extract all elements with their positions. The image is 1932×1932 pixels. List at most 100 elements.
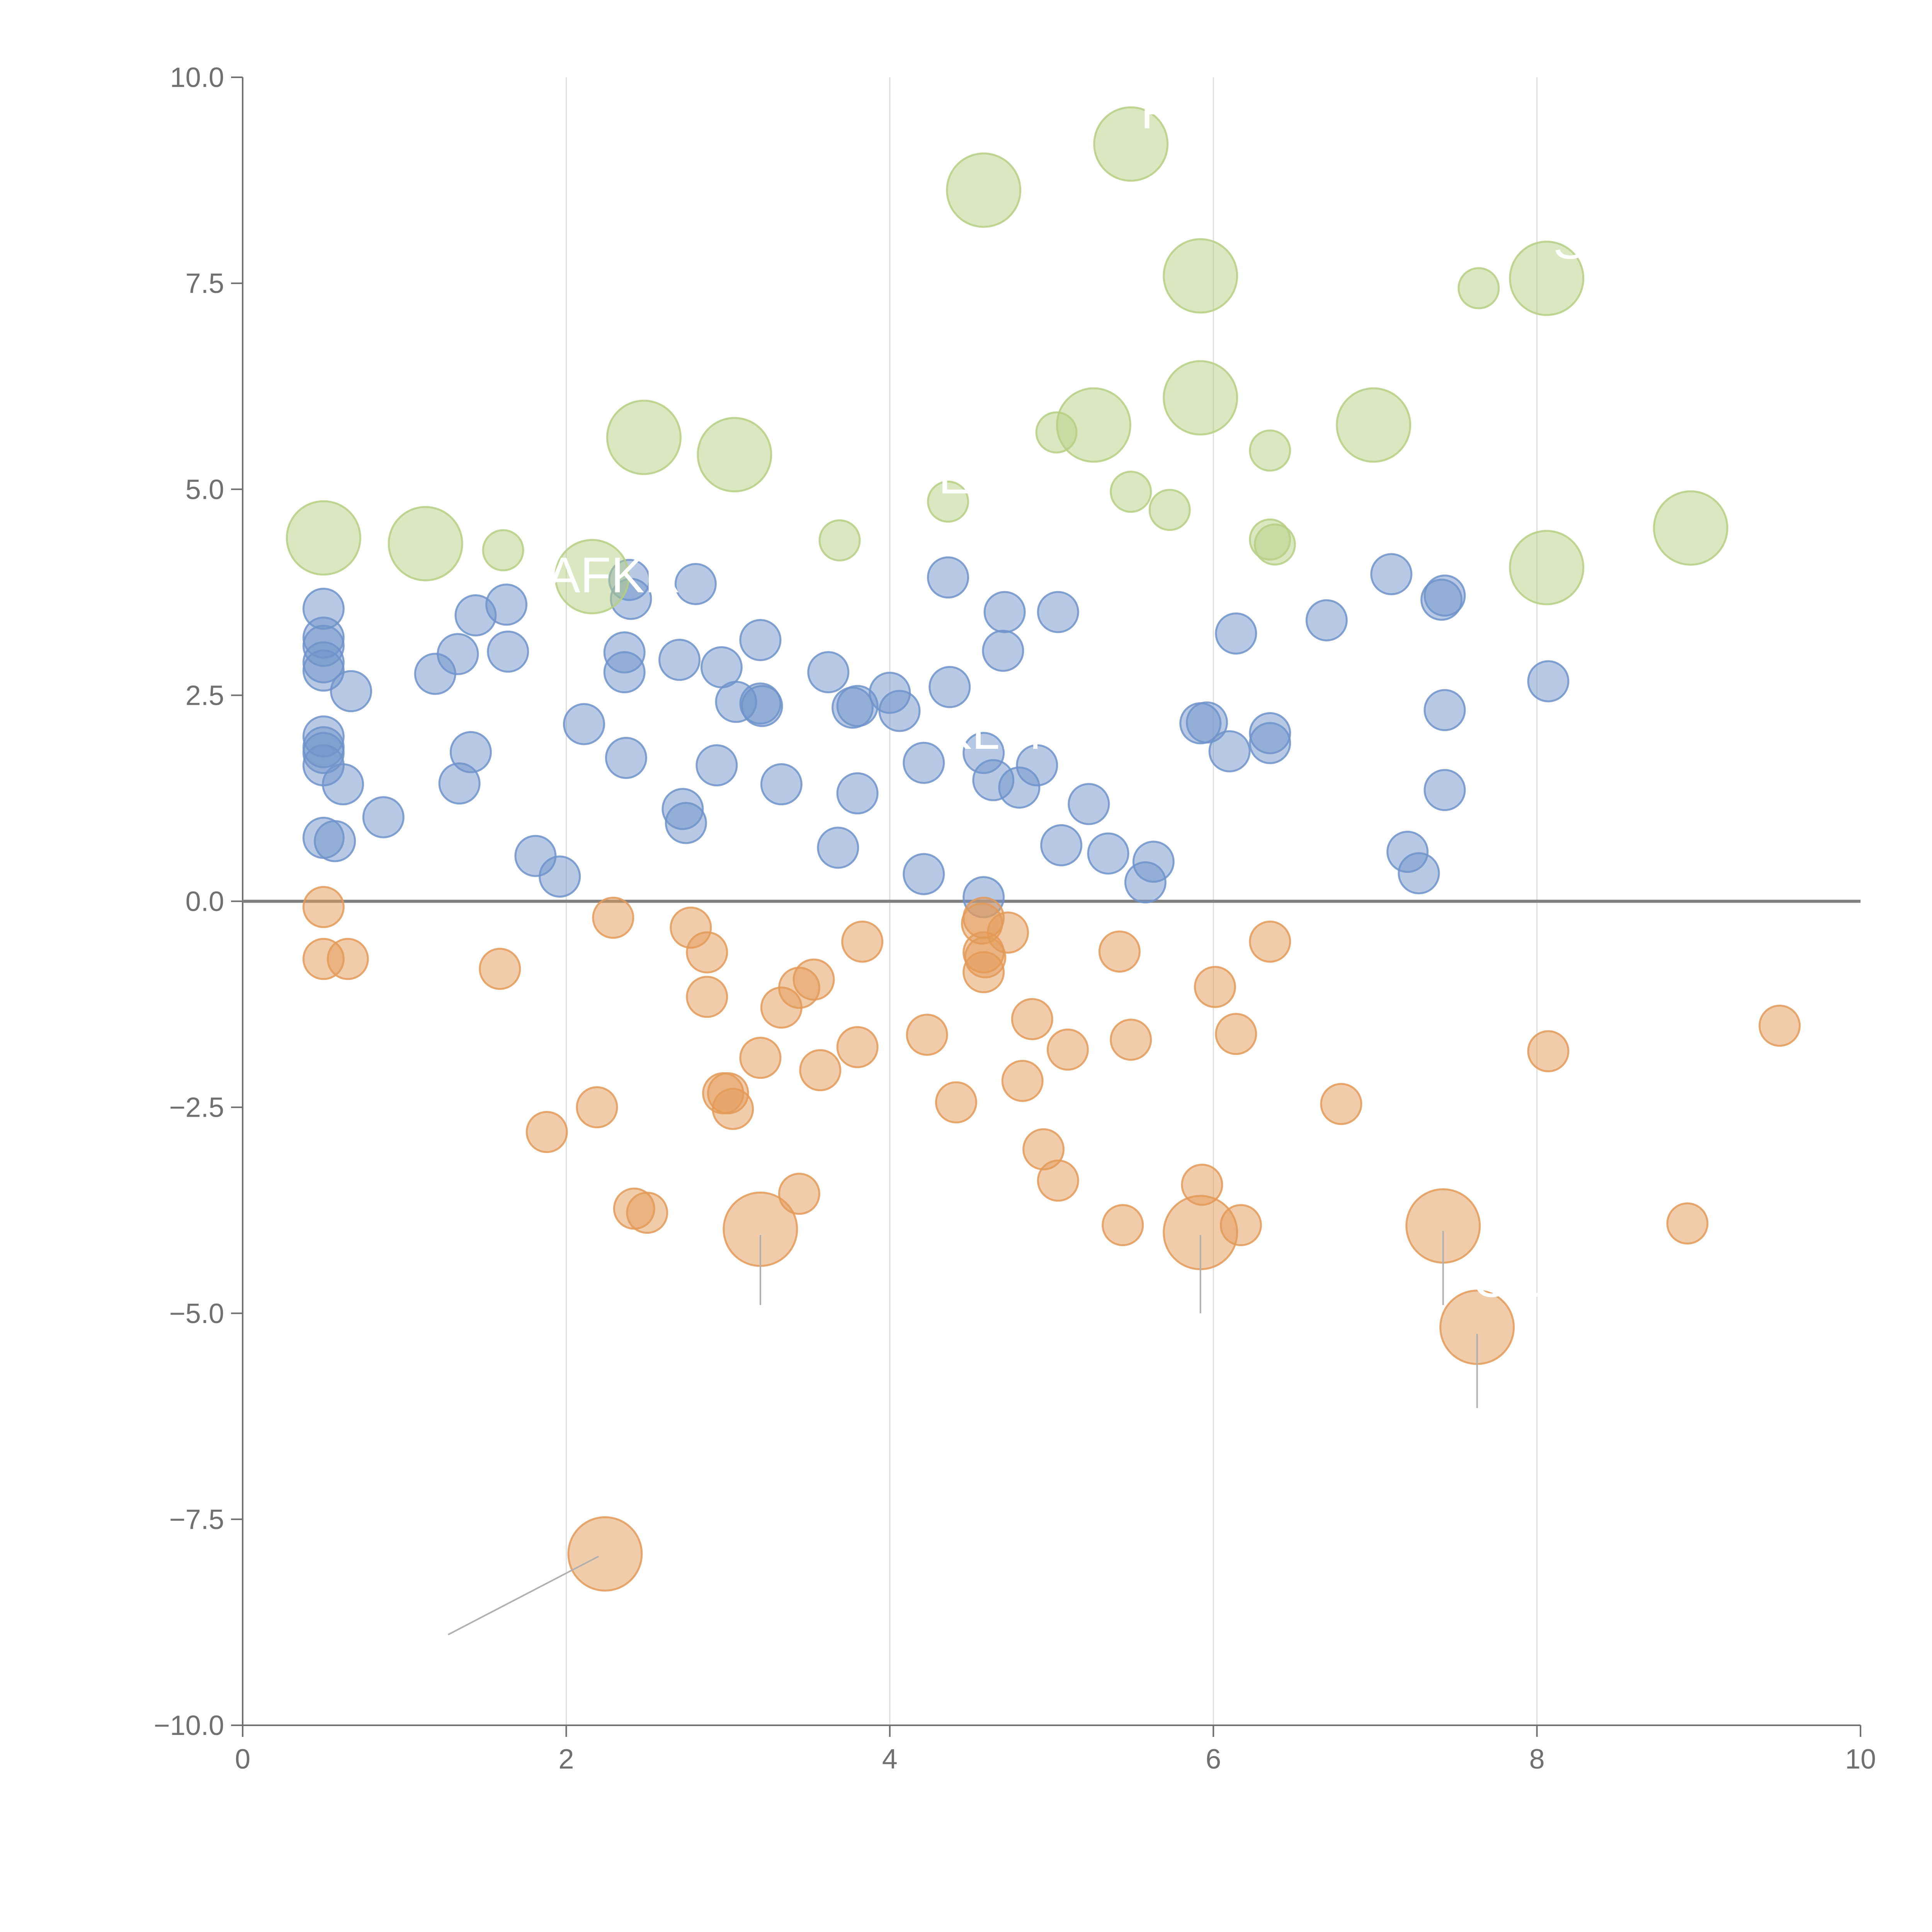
- blue-bubble: [927, 556, 969, 599]
- blue-bubble: [807, 651, 850, 694]
- orange-bubble: [302, 886, 345, 928]
- blue-bubble: [1208, 730, 1251, 772]
- blue-bubble: [741, 685, 783, 727]
- orange-bubble: [712, 1088, 754, 1130]
- blue-bubble: [437, 633, 479, 675]
- orange-bubble: [1320, 1083, 1362, 1125]
- blue-bubble: [1423, 574, 1466, 617]
- green-bubble: [697, 417, 772, 493]
- y-tick-label: 5.0: [185, 474, 224, 505]
- x-tick-label: 0: [235, 1744, 250, 1775]
- y-tick-label: −2.5: [169, 1092, 224, 1123]
- green-bubble: [1509, 240, 1585, 316]
- blue-bubble: [1132, 840, 1175, 883]
- orange-bubble: [1110, 1019, 1152, 1061]
- blue-bubble: [485, 583, 527, 626]
- axes: 10.0 7.5 5.0 2.5 0.0 −2.5 −5.0 −7.5 −10.0 0 2 4 6 8 10: [154, 62, 1876, 1775]
- blue-bubble: [1423, 689, 1466, 731]
- blue-bubble: [1185, 701, 1228, 744]
- blue-bubble: [1087, 832, 1129, 875]
- green-bubble: [946, 152, 1022, 228]
- x-tick-label: 6: [1206, 1744, 1221, 1775]
- y-tick-label: 0.0: [185, 886, 224, 917]
- blue-bubble: [330, 670, 372, 713]
- bubble-label-text: SH: [1553, 213, 1623, 269]
- orange-bubble: [686, 931, 728, 974]
- x-tick-label: 2: [558, 1744, 574, 1775]
- orange-bubble: [1249, 920, 1291, 963]
- blue-bubble: [674, 563, 717, 605]
- orange-bubble: [567, 1516, 643, 1592]
- y-tick-label: 2.5: [185, 680, 224, 711]
- blue-bubble: [903, 742, 945, 784]
- orange-bubble: [526, 1111, 568, 1153]
- green-bubble: [554, 539, 630, 614]
- blue-bubble: [1016, 744, 1058, 787]
- green-bubble: [1056, 387, 1131, 463]
- blue-bubble: [314, 820, 356, 862]
- blue-bubble: [903, 853, 945, 895]
- blue-bubble: [1398, 852, 1440, 895]
- bubbles: [286, 106, 1801, 1592]
- blue-bubble: [487, 630, 529, 673]
- orange-bubble: [739, 1037, 782, 1079]
- green-bubble: [388, 506, 463, 582]
- orange-bubble: [479, 947, 521, 990]
- blue-bubble: [739, 619, 782, 661]
- blue-bubble: [983, 591, 1026, 633]
- orange-bubble: [778, 1173, 820, 1215]
- blue-bubble: [1068, 783, 1110, 825]
- blue-bubble: [982, 629, 1024, 672]
- y-tick-label: −7.5: [169, 1504, 224, 1535]
- blue-bubble: [665, 802, 707, 844]
- blue-bubble: [1040, 824, 1083, 866]
- blue-bubble: [563, 703, 605, 745]
- blue-bubble: [696, 744, 738, 787]
- blue-bubble: [1370, 553, 1413, 595]
- orange-bubble: [906, 1014, 948, 1056]
- orange-bubble: [1759, 1005, 1801, 1047]
- leader-lines: [447, 1231, 1478, 1636]
- blue-bubble: [658, 639, 701, 681]
- green-bubble: [1336, 387, 1412, 463]
- blue-bubble: [322, 763, 364, 806]
- green-bubble: [1093, 106, 1169, 182]
- blue-bubble: [1215, 612, 1257, 655]
- orange-bubble: [793, 958, 835, 1001]
- x-tick-label: 8: [1529, 1744, 1545, 1775]
- green-bubble: [1253, 523, 1296, 566]
- orange-bubble: [1527, 1030, 1570, 1073]
- bubble-label-text: FU: [1141, 83, 1208, 139]
- blue-bubble: [1527, 660, 1570, 702]
- orange-bubble: [986, 912, 1029, 954]
- blue-bubble: [760, 763, 803, 806]
- blue-bubble: [605, 736, 647, 779]
- bubble-label-text: ELM: [938, 448, 1041, 504]
- green-bubble: [927, 480, 969, 523]
- bubble-label-text: KLM: [938, 703, 1041, 760]
- orange-bubble: [686, 976, 728, 1018]
- orange-bubble: [592, 896, 634, 939]
- blue-bubble: [817, 827, 859, 869]
- bubble-labels: AFKR FU SH ELM KLM OL: [547, 83, 1623, 1308]
- blue-bubble: [438, 762, 481, 805]
- orange-bubble: [1215, 1013, 1257, 1055]
- blue-bubble: [1249, 722, 1291, 764]
- blue-bubble: [603, 651, 646, 694]
- y-tick-label: −10.0: [154, 1710, 224, 1741]
- orange-bubble: [1001, 1060, 1044, 1102]
- orange-bubble: [841, 920, 884, 963]
- green-bubble: [1653, 490, 1728, 566]
- green-bubble: [286, 500, 361, 576]
- orange-bubble: [935, 1081, 977, 1124]
- bubble-label-text: OL: [1472, 1251, 1539, 1308]
- blue-bubble: [1305, 599, 1348, 641]
- blue-bubble: [929, 666, 971, 708]
- green-bubble: [1163, 360, 1238, 436]
- green-bubble: [1249, 429, 1291, 472]
- green-bubble: [1163, 238, 1238, 314]
- orange-bubble: [1666, 1202, 1709, 1245]
- green-bubble: [818, 519, 861, 561]
- bubble-label-text: AFKR: [547, 547, 681, 603]
